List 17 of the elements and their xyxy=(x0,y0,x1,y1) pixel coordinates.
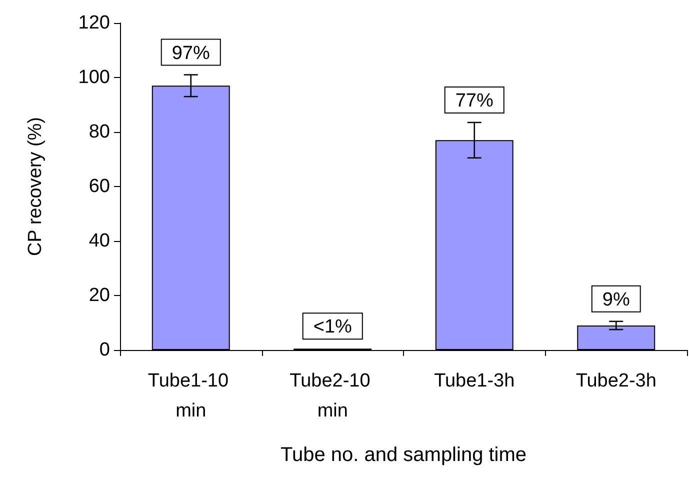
y-tick-label: 60 xyxy=(88,176,110,197)
y-tick-label: 120 xyxy=(78,12,110,34)
data-label: 9% xyxy=(602,289,630,310)
data-label: 97% xyxy=(172,42,210,64)
data-label: 77% xyxy=(455,90,494,112)
x-axis-title: Tube no. and sampling time xyxy=(280,444,527,466)
y-axis-title: CP recovery (%) xyxy=(25,116,46,256)
y-tick-label: 100 xyxy=(78,67,110,88)
x-tick-label: Tube1-3h xyxy=(434,370,515,392)
data-label: <1% xyxy=(313,316,352,338)
y-tick-label: 20 xyxy=(88,285,110,306)
y-tick-label: 0 xyxy=(99,340,110,360)
y-tick-label: 80 xyxy=(88,122,110,142)
y-tick-label: 40 xyxy=(88,230,110,252)
x-tick-label: Tube2-10 min xyxy=(290,370,376,422)
x-tick-label: Tube2-3h xyxy=(576,370,656,392)
x-tick-label: Tube1-10 min xyxy=(148,370,234,422)
